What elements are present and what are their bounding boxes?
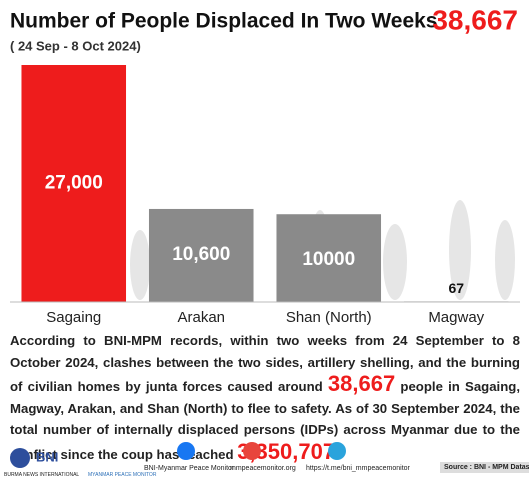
bni-name: BURMA NEWS INTERNATIONAL (4, 472, 80, 478)
x-tick-label: Magway (428, 309, 484, 326)
bar (21, 65, 127, 302)
description: According to BNI-MPM records, within two… (10, 330, 520, 465)
x-tick-label: Sagaing (46, 309, 101, 326)
x-tick-label: Arakan (177, 309, 225, 326)
chart: Number of People Displaced In Two Weeks … (10, 4, 520, 326)
bar (276, 214, 382, 302)
source: Source : BNI - MPM Dataset (440, 462, 529, 473)
value-label: 10,600 (172, 244, 230, 265)
value-label: 27,000 (45, 173, 103, 194)
total: 38,667 (432, 4, 518, 35)
mpm-name: MYANMAR PEACE MONITOR (88, 472, 157, 478)
bar (148, 208, 254, 302)
value-label: 10000 (302, 249, 355, 270)
chart-title: Number of People Displaced In Two Weeks (10, 10, 438, 33)
facebook-link: BNI-Myanmar Peace Monitor (144, 465, 235, 472)
chart-subtitle: ( 24 Sep - 8 Oct 2024) (10, 38, 141, 53)
value-label: 67 (448, 280, 464, 296)
bni-logo-text: BNI (36, 449, 58, 464)
bni-logo: BNI (10, 448, 58, 468)
paragraph-text: According to BNI-MPM records, within two… (10, 333, 520, 394)
paragraph-text: people in Sagaing, Magway, Arakan, and S… (10, 379, 520, 462)
telegram-icon (328, 442, 346, 460)
highlight-number: 3,350,707 (237, 438, 336, 464)
highlight-number: 38,667 (327, 371, 396, 396)
web-icon (243, 442, 261, 460)
telegram-link: https://t.me/bni_mmpeacemonitor (306, 465, 410, 472)
facebook-icon (177, 442, 195, 460)
website-link: mmpeacemonitor.org (230, 465, 296, 472)
x-tick-label: Shan (North) (286, 309, 372, 326)
